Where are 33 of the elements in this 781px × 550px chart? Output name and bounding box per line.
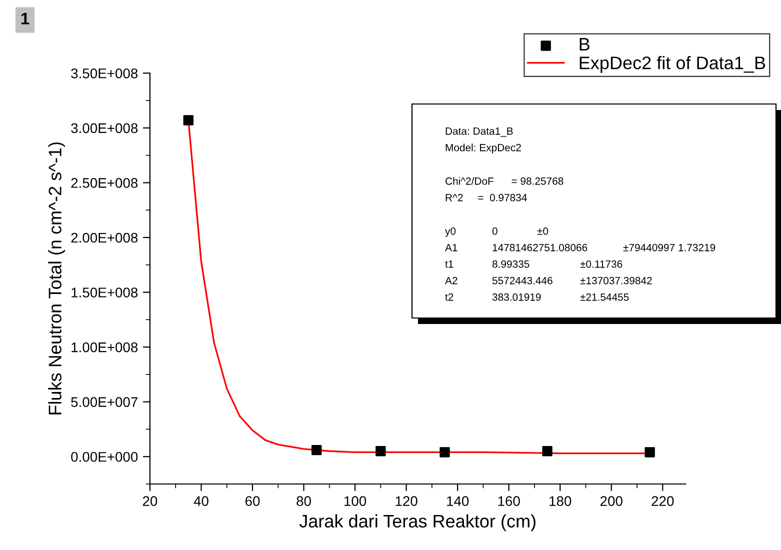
text: A1 14781462751.08066 ±79440997 1.73219	[445, 244, 716, 252]
x-tick-label: 20	[142, 496, 158, 506]
y-tick-label: 2.50E+008	[71, 178, 138, 188]
annotation: Chi^2/DoF = 98.25768	[446, 177, 564, 185]
x-tick-label: 40	[194, 496, 208, 506]
x-tick-label: 80	[296, 496, 311, 506]
x-tick-label: 200	[600, 496, 622, 506]
x-tick-label: 180	[550, 496, 572, 506]
y-axis-title: Fluks Neutron Total (n cm^-2 s^-1)	[48, 142, 66, 414]
text: t1 8.99335 ±0.11736	[445, 260, 622, 268]
y-tick-label: 1.50E+008	[72, 288, 138, 298]
x-tick-label: 160	[498, 496, 520, 506]
y-tick-label: 2.00E+008	[71, 232, 138, 243]
text: A2 5572443.446 ±137037.39842	[445, 276, 652, 284]
y-tick-label: 5.00E+007	[71, 397, 138, 407]
x-tick-label: 120	[396, 496, 418, 506]
y-tick-label: 3.50E+008	[71, 68, 138, 78]
annotation: Data: Data1_B	[446, 128, 513, 137]
legend-label: B	[580, 38, 590, 50]
x-tick-label: 60	[245, 496, 260, 506]
annotation: Model: ExpDec2	[446, 144, 521, 154]
x-tick-label: 100	[344, 496, 366, 506]
text: t2 383.01919 ±21.54455	[445, 293, 629, 301]
x-tick-label: 140	[447, 496, 469, 506]
x-tick-label: 220	[652, 496, 674, 506]
legend-label: ExpDec2 fit of Data1_B	[580, 56, 766, 73]
annotation: R^2 = 0.97834	[446, 194, 527, 202]
x-axis-title: Jarak dari Teras Reaktor (cm)	[299, 514, 536, 532]
y-tick-label: 1.00E+008	[72, 342, 138, 352]
text: y0 0 ±0	[445, 227, 548, 237]
y-tick-label: 0.00E+000	[71, 452, 138, 462]
y-tick-label: 3.00E+008	[71, 123, 138, 134]
text: 1	[21, 12, 30, 24]
